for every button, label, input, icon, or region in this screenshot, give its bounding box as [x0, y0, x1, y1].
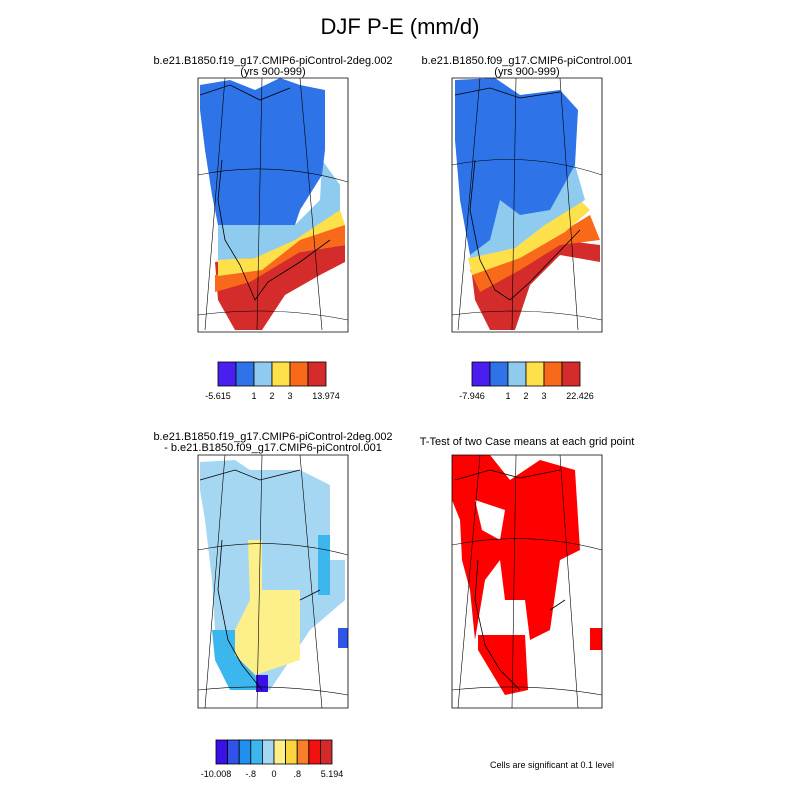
- colorbar-box: [217, 361, 237, 387]
- colorbar-label: 1: [505, 391, 510, 401]
- colorbar-box: [319, 739, 333, 765]
- map-panel-2: [451, 77, 603, 333]
- panel-title: b.e21.B1850.f09_g17.CMIP6-piControl.001: [422, 55, 633, 67]
- panel-title: T-Test of two Case means at each grid po…: [420, 436, 635, 448]
- colorbar-box: [215, 739, 229, 765]
- colorbar-box: [561, 361, 581, 387]
- colorbar-box: [273, 739, 287, 765]
- colorbar-label: 5.194: [321, 769, 344, 779]
- colorbar-box: [235, 361, 255, 387]
- panel-subtitle: (yrs 900-999): [240, 66, 305, 78]
- colorbar-box: [507, 361, 527, 387]
- colorbar-box: [250, 739, 263, 765]
- colorbar-box: [307, 361, 327, 387]
- colorbar-label: 2: [523, 391, 528, 401]
- colorbar-label: 22.426: [566, 391, 594, 401]
- colorbar-box: [261, 739, 275, 765]
- map-panel-1: [197, 77, 349, 333]
- colorbar-box: [289, 361, 309, 387]
- map-panel-4: [451, 454, 603, 709]
- colorbar-label: 0: [271, 769, 276, 779]
- colorbar-box: [525, 361, 545, 387]
- panel-subtitle: (yrs 900-999): [494, 66, 559, 78]
- colorbar-label: .8: [293, 769, 301, 779]
- map-panel-3: [197, 454, 349, 709]
- colorbar-label: -10.008: [201, 769, 232, 779]
- colorbar-label: -7.946: [459, 391, 485, 401]
- colorbar-box: [271, 361, 291, 387]
- colorbar-box: [285, 739, 298, 765]
- colorbar-label: 2: [269, 391, 274, 401]
- panel-title: b.e21.B1850.f19_g17.CMIP6-piControl-2deg…: [153, 55, 392, 67]
- figure-title: DJF P-E (mm/d): [321, 14, 480, 39]
- colorbar-label: 13.974: [312, 391, 340, 401]
- colorbar-label: -.8: [246, 769, 257, 779]
- colorbar-label: 3: [541, 391, 546, 401]
- colorbar-label: -5.615: [205, 391, 231, 401]
- colorbar-box: [238, 739, 252, 765]
- colorbar-box: [253, 361, 273, 387]
- colorbar-label: 1: [251, 391, 256, 401]
- panel-note: Cells are significant at 0.1 level: [490, 760, 614, 770]
- colorbar-box: [489, 361, 509, 387]
- colorbar-box: [227, 739, 240, 765]
- colorbar-box: [296, 739, 310, 765]
- colorbar-box: [308, 739, 321, 765]
- colorbar-box: [543, 361, 563, 387]
- colorbar-label: 3: [287, 391, 292, 401]
- colorbar-box: [471, 361, 491, 387]
- panel-subtitle: - b.e21.B1850.f09_g17.CMIP6-piControl.00…: [164, 442, 382, 454]
- panel-title: b.e21.B1850.f19_g17.CMIP6-piControl-2deg…: [153, 431, 392, 443]
